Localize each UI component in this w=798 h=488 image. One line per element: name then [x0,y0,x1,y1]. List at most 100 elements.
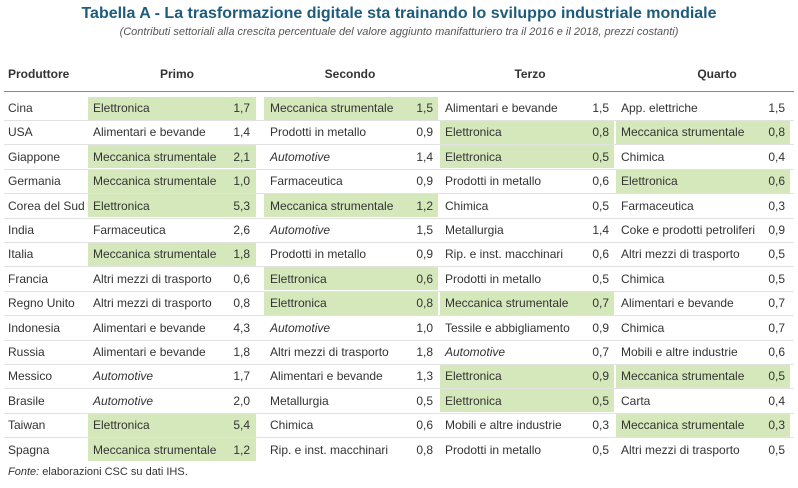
row-separator [4,241,794,243]
value: 0,7 [768,296,785,311]
source: Fonte: elaborazioni CSC su dati IHS. [8,466,188,478]
sector: Farmaceutica [270,174,343,189]
sector: Meccanica strumentale [445,296,569,311]
sector: Elettronica [93,101,150,115]
sector: Elettronica [621,174,678,189]
sector: Meccanica strumentale [621,369,745,384]
sector: Prodotti in metallo [445,174,542,189]
sector: Elettronica [445,149,502,164]
value: 1,8 [416,345,433,359]
sector: Meccanica strumentale [270,198,394,213]
column-header: Secondo [324,67,376,81]
sector: Altri mezzi di trasporto [93,271,212,286]
value: 1,4 [416,149,433,164]
sector: Elettronica [445,369,502,384]
highlight [88,413,256,437]
value: 1,8 [233,247,250,262]
sector: Automotive [445,345,506,359]
row-separator [4,339,794,341]
value: 0,7 [768,320,785,335]
value: 0,7 [592,345,609,359]
value: 0,3 [592,418,609,433]
sector: Alimentari e bevande [621,296,734,311]
highlight [88,242,256,266]
value: 1,2 [233,442,250,457]
country: Indonesia [8,320,61,335]
highlight [440,364,614,388]
row-separator [4,363,794,365]
value: 0,5 [592,442,609,457]
sector: Metallurgia [445,223,504,237]
country: Francia [8,271,49,286]
sector: Meccanica strumentale [93,442,217,457]
sector: Chimica [621,271,665,286]
highlight [440,291,614,315]
value: 1,4 [233,125,250,140]
highlight [616,413,790,437]
row-separator [4,168,794,170]
value: 1,7 [233,369,250,384]
sector: Elettronica [93,198,150,213]
value: 0,9 [592,369,609,384]
highlight [616,169,790,193]
highlight [264,267,438,291]
row-separator [4,217,794,219]
row-separator [4,144,794,146]
value: 0,5 [768,442,785,457]
country: Spagna [8,442,50,457]
value: 0,3 [768,418,785,433]
value: 0,5 [592,198,609,213]
sector: Elettronica [93,418,150,433]
value: 1,0 [416,320,433,335]
highlight [440,120,614,144]
highlight [616,364,790,388]
sector: Automotive [93,393,154,408]
value: 0,5 [416,393,433,408]
sector: Altri mezzi di trasporto [621,442,740,457]
sector: Alimentari e bevande [93,320,206,335]
sector: Automotive [93,369,154,384]
source-text: elaborazioni CSC su dati IHS. [39,466,188,478]
value: 0,6 [233,271,250,286]
sector: Altri mezzi di trasporto [621,247,740,262]
value: 0,7 [592,296,609,311]
value: 0,4 [768,393,785,408]
value: 0,5 [592,149,609,164]
value: 0,6 [592,174,609,189]
sector: Meccanica strumentale [621,418,745,433]
sector: Farmaceutica [93,223,166,237]
highlight [616,120,790,144]
sector: Automotive [270,223,331,237]
row-separator [4,290,794,292]
value: 2,0 [233,393,250,408]
sector: Chimica [445,198,489,213]
country: Giappone [8,149,61,164]
row-separator [4,266,794,268]
value: 1,5 [416,223,433,237]
value: 0,9 [416,247,433,262]
value: 1,8 [233,345,250,359]
sector: Carta [621,393,651,408]
row-separator [4,315,794,317]
sector: Alimentari e bevande [93,345,206,359]
sector: Chimica [621,149,665,164]
highlight [440,389,614,413]
sector: Rip. e inst. macchinari [270,442,389,457]
value: 0,9 [416,125,433,140]
country: Taiwan [8,418,46,433]
sector: Chimica [621,320,665,335]
value: 5,3 [233,198,250,213]
sector: Prodotti in metallo [270,125,367,140]
value: 1,4 [592,223,609,237]
value: 0,8 [592,125,609,140]
sector: Mobili e altre industrie [621,345,738,359]
sector: Meccanica strumentale [93,149,217,164]
row-separator [4,119,794,121]
value: 2,1 [233,149,250,164]
value: 0,9 [416,174,433,189]
value: 1,5 [592,101,609,115]
value: 0,6 [768,345,785,359]
column-header: Primo [159,67,194,81]
highlight [88,96,256,120]
